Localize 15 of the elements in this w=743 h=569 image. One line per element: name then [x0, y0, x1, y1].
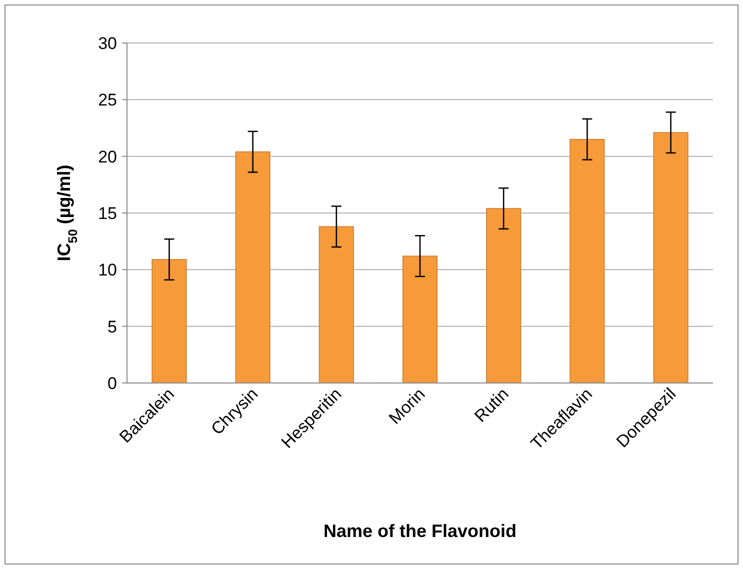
x-axis-title: Name of the Flavonoid — [323, 521, 517, 541]
bar — [152, 259, 187, 384]
y-tick-label: 5 — [108, 317, 117, 336]
bar — [486, 208, 522, 384]
bar — [402, 256, 438, 384]
y-tick-label: 25 — [98, 90, 117, 110]
bar — [235, 151, 270, 384]
y-tick-label: 20 — [98, 147, 117, 166]
bar — [318, 226, 354, 384]
bar — [570, 138, 605, 384]
y-tick-label: 30 — [98, 34, 117, 53]
y-tick-label: 10 — [98, 260, 117, 280]
bar — [653, 132, 688, 384]
y-tick-label: 0 — [108, 374, 117, 393]
y-tick-label: 15 — [98, 204, 117, 223]
